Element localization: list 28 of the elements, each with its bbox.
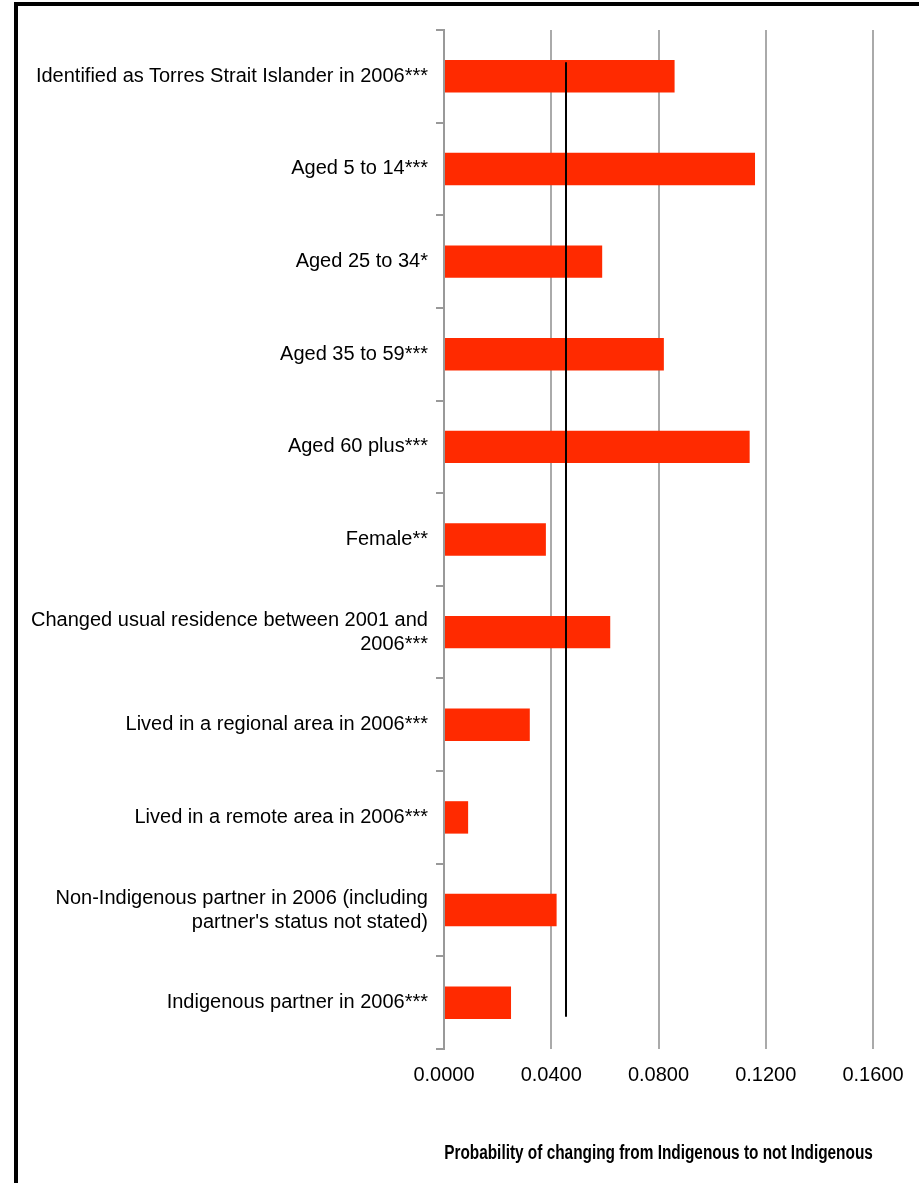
bar	[445, 708, 530, 741]
x-axis-title: Probability of changing from Indigenous to not Indigenous	[444, 1140, 873, 1163]
y-tick-label: Aged 60 plus***	[287, 434, 429, 457]
x-tick-label: 0.0400	[520, 1062, 582, 1085]
y-tick-label: Lived in a remote area in 2006***	[134, 804, 429, 827]
y-tick-label: Lived in a regional area in 2006***	[125, 712, 429, 735]
bar	[445, 893, 557, 927]
x-tick-label: 0.1200	[735, 1062, 797, 1085]
x-tick-label: 0.1600	[842, 1062, 904, 1085]
y-tick-label: Non-Indigenous partner in 2006 (including partner's status not stated)	[55, 885, 428, 932]
y-tick-label: Aged 25 to 34*	[295, 249, 429, 272]
bar	[445, 986, 512, 1019]
bar	[445, 430, 750, 464]
bar	[445, 615, 611, 649]
x-tick-label: 0.0800	[627, 1062, 690, 1085]
x-tick-label: 0.0000	[413, 1062, 475, 1085]
y-tick-label: Aged 5 to 14***	[291, 156, 429, 179]
bar	[445, 152, 756, 186]
bar	[445, 523, 546, 556]
bar	[445, 60, 675, 93]
bar	[445, 338, 664, 371]
y-tick-label: Aged 35 to 59***	[280, 341, 429, 364]
bar	[445, 801, 469, 834]
y-tick-label: Changed usual residence between 2001 and 2006***	[31, 607, 429, 654]
y-tick-label: Indigenous partner in 2006***	[166, 990, 429, 1013]
y-tick-label: Female**	[345, 527, 429, 550]
y-tick-label: Identified as Torres Strait Islander in 2006***	[35, 63, 429, 86]
bar	[445, 245, 603, 278]
